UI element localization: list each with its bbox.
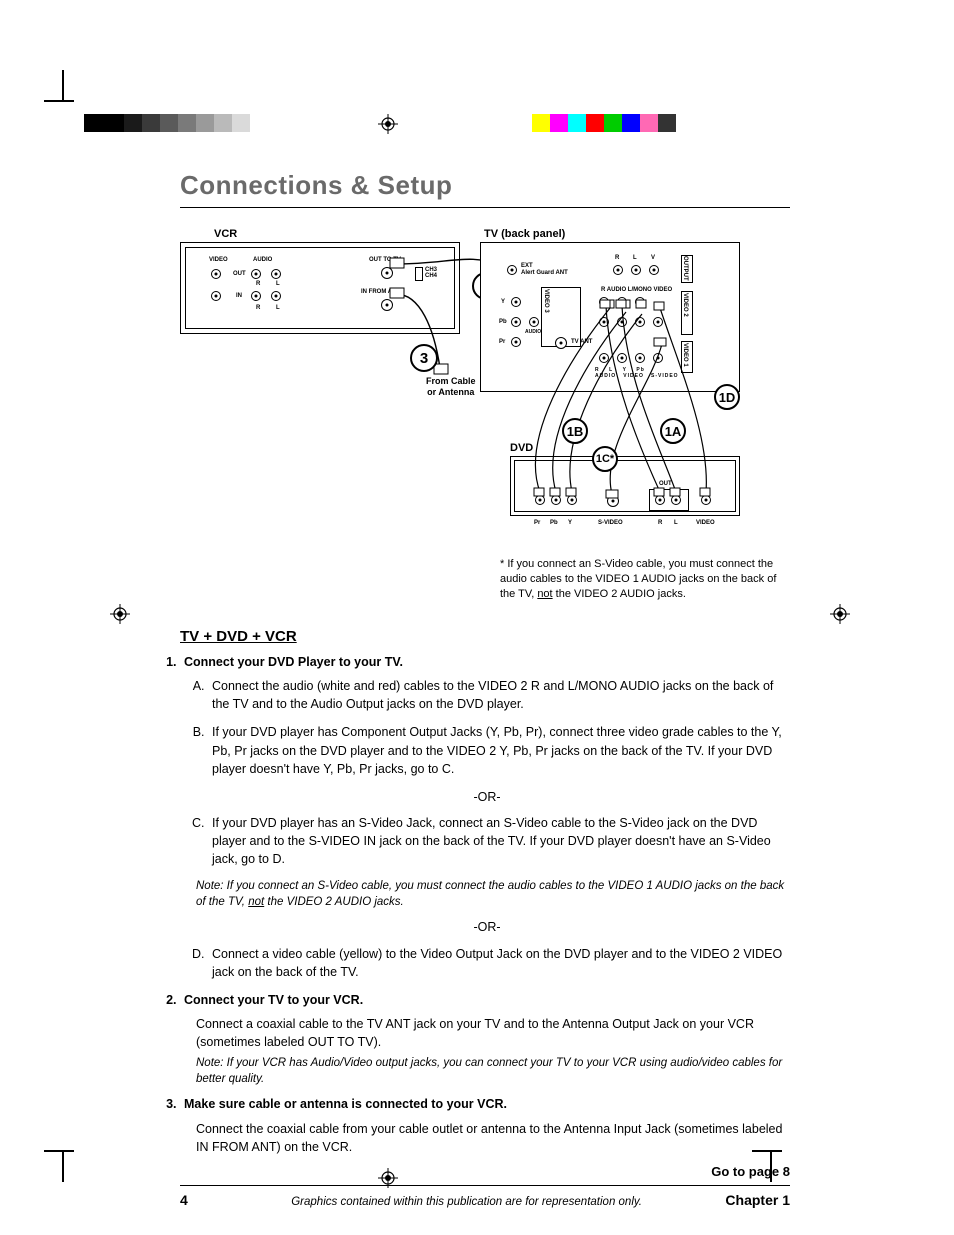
tv-y: Y <box>501 299 505 305</box>
tv-l: L <box>633 255 637 261</box>
jack-icon <box>251 291 261 301</box>
page-number: 4 <box>180 1192 188 1208</box>
ext-ant-label: EXTAlert Guard ANT <box>521 263 568 276</box>
jack-icon <box>613 265 623 275</box>
badge-1d: 1D <box>714 384 740 410</box>
section-title: TV + DVD + VCR <box>180 628 790 645</box>
vcr-r-label: R <box>256 281 260 287</box>
vcr-r-label2: R <box>256 305 260 311</box>
badge-1a: 1A <box>660 418 686 444</box>
badge-1c: 1C* <box>592 446 618 472</box>
step-1a: Connect the audio (white and red) cables… <box>208 677 790 713</box>
registration-mark-icon <box>110 604 130 624</box>
jack-icon <box>251 269 261 279</box>
vcr-audio-label: AUDIO <box>253 257 272 263</box>
step-1b: If your DVD player has Component Output … <box>208 723 790 777</box>
note-2: Note: If your VCR has Audio/Video output… <box>196 1055 790 1087</box>
vcr-l-label: L <box>276 281 280 287</box>
step-3-title: Make sure cable or antenna is connected … <box>184 1097 507 1111</box>
step-1c: If your DVD player has an S-Video Jack, … <box>208 814 790 868</box>
dvd-pb: Pb <box>550 520 558 526</box>
note-1: Note: If you connect an S-Video cable, y… <box>196 878 790 910</box>
output-label: OUTPUT <box>682 256 688 281</box>
crop-mark <box>44 1150 74 1152</box>
or-divider: -OR- <box>184 918 790 936</box>
dvd-r: R <box>658 520 662 526</box>
tv-v: V <box>651 255 655 261</box>
vcr-out-label: OUT <box>233 271 246 277</box>
or-divider: -OR- <box>184 788 790 806</box>
jack-icon <box>271 291 281 301</box>
dvd-vid: VIDEO <box>696 520 715 526</box>
connection-diagram: VCR TV (back panel) VIDEO AUDIO OUT IN R… <box>180 228 790 588</box>
steps-list: Connect your DVD Player to your TV. Conn… <box>180 653 790 1156</box>
diagram-footnote: * If you connect an S-Video cable, you m… <box>500 557 790 602</box>
dvd-pr: Pr <box>534 520 540 526</box>
vcr-l-label2: L <box>276 305 280 311</box>
gray-swatches <box>84 114 250 132</box>
jack-icon <box>649 265 659 275</box>
dvd-sv: S-VIDEO <box>598 520 623 526</box>
step-2: Connect your TV to your VCR. Connect a c… <box>180 991 790 1088</box>
tv-pb: Pb <box>499 319 507 325</box>
footer-disclaimer: Graphics contained within this publicati… <box>208 1196 726 1208</box>
vcr-in-label: IN <box>236 293 242 299</box>
dvd-y: Y <box>568 520 572 526</box>
jack-icon <box>507 265 517 275</box>
from-cable-label: From Cableor Antenna <box>426 376 476 398</box>
cable-3 <box>390 288 470 388</box>
crop-mark <box>62 1152 64 1182</box>
tv-label: TV (back panel) <box>484 228 565 240</box>
tv-pr: Pr <box>499 339 505 345</box>
step-1: Connect your DVD Player to your TV. Conn… <box>180 653 790 981</box>
registration-mark-icon <box>830 604 850 624</box>
crop-mark <box>44 100 74 102</box>
tv-r: R <box>615 255 619 261</box>
vcr-video-label: VIDEO <box>209 257 228 263</box>
step-1d: Connect a video cable (yellow) to the Vi… <box>208 945 790 981</box>
jack-icon <box>211 269 221 279</box>
raudio-label: R AUDIO L/MONO VIDEO <box>601 287 672 293</box>
badge-1b: 1B <box>562 418 588 444</box>
color-swatches <box>532 114 676 132</box>
chapter-label: Chapter 1 <box>725 1192 790 1208</box>
step-3: Make sure cable or antenna is connected … <box>180 1095 790 1155</box>
badge-3: 3 <box>410 344 438 372</box>
page-title: Connections & Setup <box>180 170 790 208</box>
jack-icon <box>631 265 641 275</box>
step-2-title: Connect your TV to your VCR. <box>184 993 363 1007</box>
step-2-body: Connect a coaxial cable to the TV ANT ja… <box>196 1015 790 1051</box>
registration-mark-icon <box>378 114 398 134</box>
crop-mark <box>62 70 64 100</box>
jack-icon <box>271 269 281 279</box>
step-3-body: Connect the coaxial cable from your cabl… <box>196 1120 790 1156</box>
go-to-page: Go to page 8 <box>180 1164 790 1179</box>
jack-icon <box>211 291 221 301</box>
dvd-l: L <box>674 520 678 526</box>
step-1-title: Connect your DVD Player to your TV. <box>184 655 403 669</box>
page-footer: 4 Graphics contained within this publica… <box>180 1185 790 1208</box>
vcr-label: VCR <box>214 228 237 240</box>
